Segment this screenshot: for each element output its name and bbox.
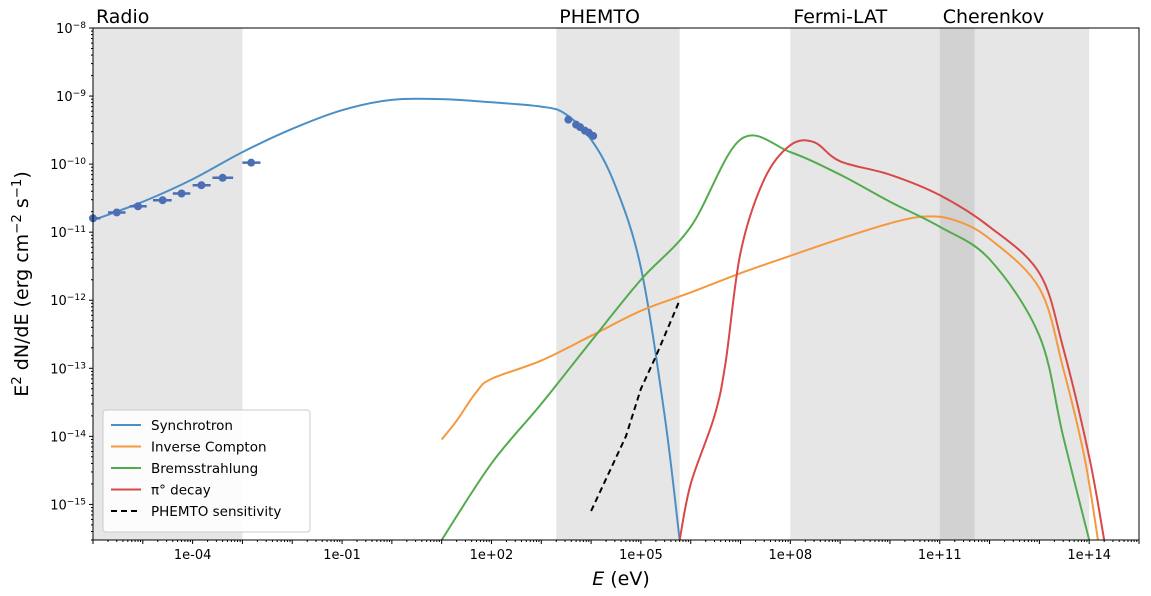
x-tick-label: 1e+11 bbox=[918, 548, 962, 563]
legend-label: Synchrotron bbox=[151, 418, 233, 434]
y-tick-label: 10−15 bbox=[50, 497, 86, 513]
x-tick-label: 1e+02 bbox=[470, 548, 514, 563]
radio-data-point bbox=[133, 202, 142, 211]
legend: Synchrotron Inverse Compton Bremsstrahlung… bbox=[102, 409, 311, 533]
series-phemto-sensitivity bbox=[590, 299, 681, 512]
radio-data-point bbox=[247, 158, 256, 167]
band-label-phemto: PHEMTO bbox=[559, 6, 640, 28]
legend-label: Bremsstrahlung bbox=[151, 461, 258, 477]
x-tick-label: 1e+14 bbox=[1067, 548, 1111, 563]
x-tick-label: 1e-04 bbox=[174, 548, 212, 563]
band-phemto bbox=[556, 28, 680, 540]
xray-data-point bbox=[564, 115, 573, 124]
y-tick-label: 10−12 bbox=[50, 293, 86, 309]
data-points-layer bbox=[89, 115, 598, 223]
y-tick-label: 10−11 bbox=[50, 225, 86, 241]
series-bremsstrahlung bbox=[440, 134, 1091, 540]
radio-data-point bbox=[218, 173, 227, 182]
band-labels: Radio PHEMTO Fermi-LAT Cherenkov bbox=[96, 6, 1044, 28]
x-axis: 1e-04 1e-01 1e+02 1e+05 1e+08 1e+11 1e+14 bbox=[92, 540, 1140, 563]
series--decay bbox=[678, 139, 1106, 540]
y-tick-label: 10−13 bbox=[50, 361, 86, 377]
x-axis-title: E (eV) bbox=[592, 568, 650, 590]
x-tick-label: 1e+08 bbox=[768, 548, 812, 563]
band-label-cherenkov: Cherenkov bbox=[943, 6, 1044, 28]
radio-data-point bbox=[177, 189, 186, 198]
radio-data-point bbox=[112, 208, 121, 217]
radio-data-point bbox=[158, 196, 167, 205]
y-tick-label: 10−9 bbox=[56, 89, 86, 105]
series-synchrotron bbox=[93, 97, 681, 540]
band-fermi-lat bbox=[790, 28, 975, 540]
legend-label: Inverse Compton bbox=[151, 440, 267, 456]
y-tick-label: 10−14 bbox=[50, 429, 86, 445]
band-layer bbox=[93, 28, 1090, 540]
series-inverse-compton bbox=[440, 215, 1099, 540]
curves-layer bbox=[93, 97, 1106, 540]
x-tick-label: 1e-01 bbox=[323, 548, 361, 563]
band-cherenkov bbox=[939, 28, 1090, 540]
x-tick-label: 1e+05 bbox=[619, 548, 663, 563]
y-tick-label: 10−10 bbox=[50, 157, 86, 173]
xray-data-point bbox=[589, 131, 598, 140]
legend-label: π° decay bbox=[151, 483, 211, 499]
band-label-radio: Radio bbox=[96, 6, 149, 28]
band-label-fermi-lat: Fermi-LAT bbox=[793, 6, 887, 28]
y-axis: 10−15 10−14 10−13 10−12 10−11 10−10 10−9 10−8 bbox=[50, 21, 93, 541]
y-axis-title: E2 dN/dE (erg cm−2 s−1) bbox=[10, 171, 34, 397]
y-tick-label: 10−8 bbox=[56, 21, 86, 37]
radio-data-point bbox=[197, 181, 206, 190]
legend-label: PHEMTO sensitivity bbox=[151, 504, 281, 520]
legend-box bbox=[102, 409, 311, 533]
plot-frame bbox=[92, 27, 1140, 541]
